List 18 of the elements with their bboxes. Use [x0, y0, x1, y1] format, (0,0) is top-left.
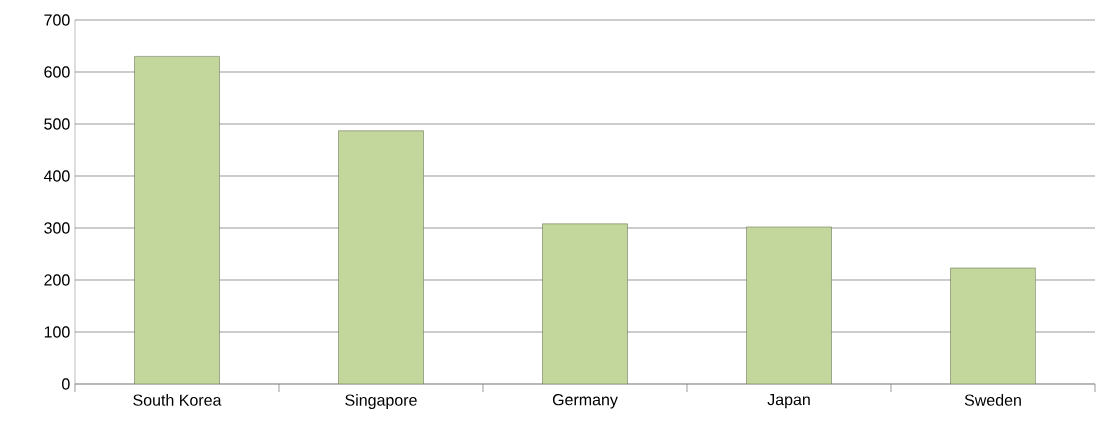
y-tick-label: 0	[62, 378, 70, 390]
x-tick-label: South Korea	[133, 394, 222, 406]
y-tick-label: 100	[44, 326, 70, 338]
y-tick-label: 700	[44, 14, 70, 26]
x-tick-label: Japan	[767, 394, 810, 409]
bar	[950, 267, 1036, 384]
y-tick-label: 300	[44, 222, 70, 234]
bar	[542, 223, 628, 384]
y-tick-label: 500	[44, 118, 70, 130]
bar	[134, 56, 220, 384]
x-tick-label: Germany	[552, 394, 618, 409]
x-tick-label: Singapore	[345, 394, 417, 409]
x-tick-label: Sweden	[964, 394, 1021, 406]
y-tick-label: 600	[44, 66, 70, 78]
y-tick-label: 200	[44, 274, 70, 286]
bar	[746, 226, 832, 384]
y-tick-label: 400	[43, 170, 70, 182]
bar	[338, 130, 424, 384]
